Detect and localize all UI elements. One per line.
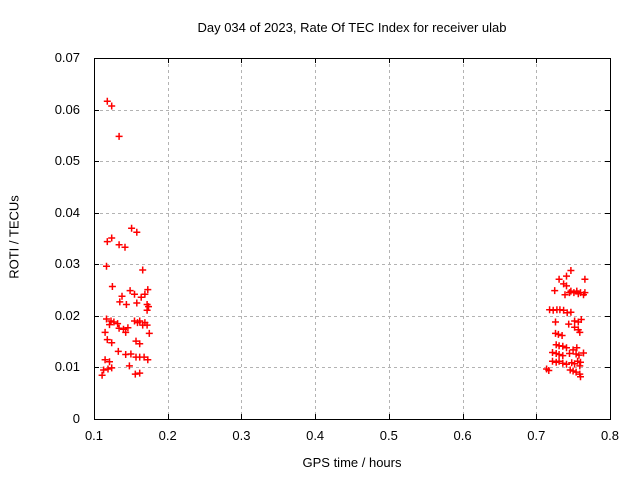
- x-tick-label: 0.5: [379, 428, 398, 443]
- x-tick-label: 0.4: [306, 428, 325, 443]
- chart-title: Day 034 of 2023, Rate Of TEC Index for r…: [197, 20, 507, 35]
- y-tick-label: 0.04: [54, 204, 80, 220]
- x-axis-label: GPS time / hours: [302, 455, 402, 470]
- x-tick-label: 0.1: [84, 428, 104, 443]
- y-tick-label: 0.05: [54, 153, 80, 169]
- x-tick-label: 0.3: [232, 428, 251, 443]
- y-tick-label: 0.06: [54, 101, 80, 117]
- x-tick-label: 0.2: [158, 428, 177, 443]
- data-points: [98, 97, 589, 381]
- plot-border: [94, 58, 611, 420]
- y-tick-label: 0.01: [54, 359, 80, 375]
- x-tick-label: 0.6: [453, 428, 472, 443]
- y-tick-label: 0: [72, 411, 80, 426]
- y-tick-label: 0.02: [54, 307, 80, 323]
- x-tick-label: 0.8: [600, 428, 620, 443]
- y-tick-label: 0.07: [54, 50, 80, 65]
- x-tick-label: 0.7: [527, 428, 546, 443]
- y-tick-label: 0.03: [54, 256, 80, 272]
